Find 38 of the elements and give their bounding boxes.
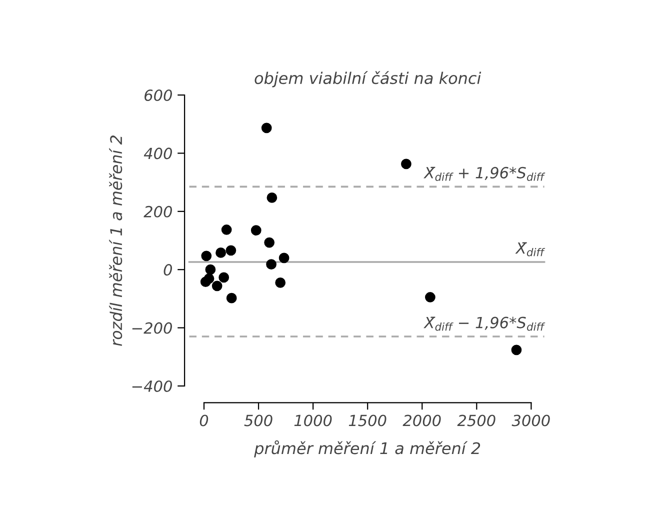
y-tick-label: 400 <box>144 148 172 160</box>
y-tick-label: −400 <box>132 380 172 392</box>
point <box>425 292 436 302</box>
x-tick-label: 1000 <box>294 414 332 426</box>
point <box>226 292 237 304</box>
ref-line-label: X̄$_{diff}$ − 1,96*S$_{diff}$ <box>424 316 546 331</box>
point <box>250 225 262 236</box>
ref-line-label: X̄$_{diff}$ + 1,96*S$_{diff}$ <box>424 166 546 181</box>
x-tick-label: 2000 <box>402 414 441 426</box>
x-tick-label: 1500 <box>348 414 386 426</box>
point <box>200 276 211 288</box>
point <box>226 245 236 256</box>
x-tick-label: 2500 <box>457 414 496 426</box>
x-axis-title: průměr měření 1 a měření 2 <box>254 440 480 458</box>
x-tick-label: 3000 <box>512 414 550 426</box>
ref-line-label: X̄$_{diff}$ <box>515 242 546 256</box>
point <box>212 280 222 292</box>
point <box>205 264 216 275</box>
point <box>278 252 290 264</box>
point <box>261 122 272 134</box>
x-tick-label: 500 <box>244 414 272 426</box>
y-axis-title: rozdíl měření 1 a měření 2 <box>109 136 122 346</box>
y-tick-label: 200 <box>144 206 172 218</box>
point <box>266 192 278 203</box>
point <box>275 277 286 288</box>
point <box>201 250 212 262</box>
chart-title: objem viabilní části na konci <box>254 71 482 88</box>
point <box>266 259 276 270</box>
point <box>221 224 232 235</box>
y-tick-label: 0 <box>164 264 172 276</box>
y-tick-label: −200 <box>132 322 172 334</box>
point <box>401 158 412 170</box>
point <box>216 248 226 258</box>
x-tick-label: 0 <box>200 414 208 426</box>
point <box>511 344 522 356</box>
y-tick-label: 600 <box>144 89 172 102</box>
point <box>264 237 275 248</box>
point <box>218 272 230 283</box>
